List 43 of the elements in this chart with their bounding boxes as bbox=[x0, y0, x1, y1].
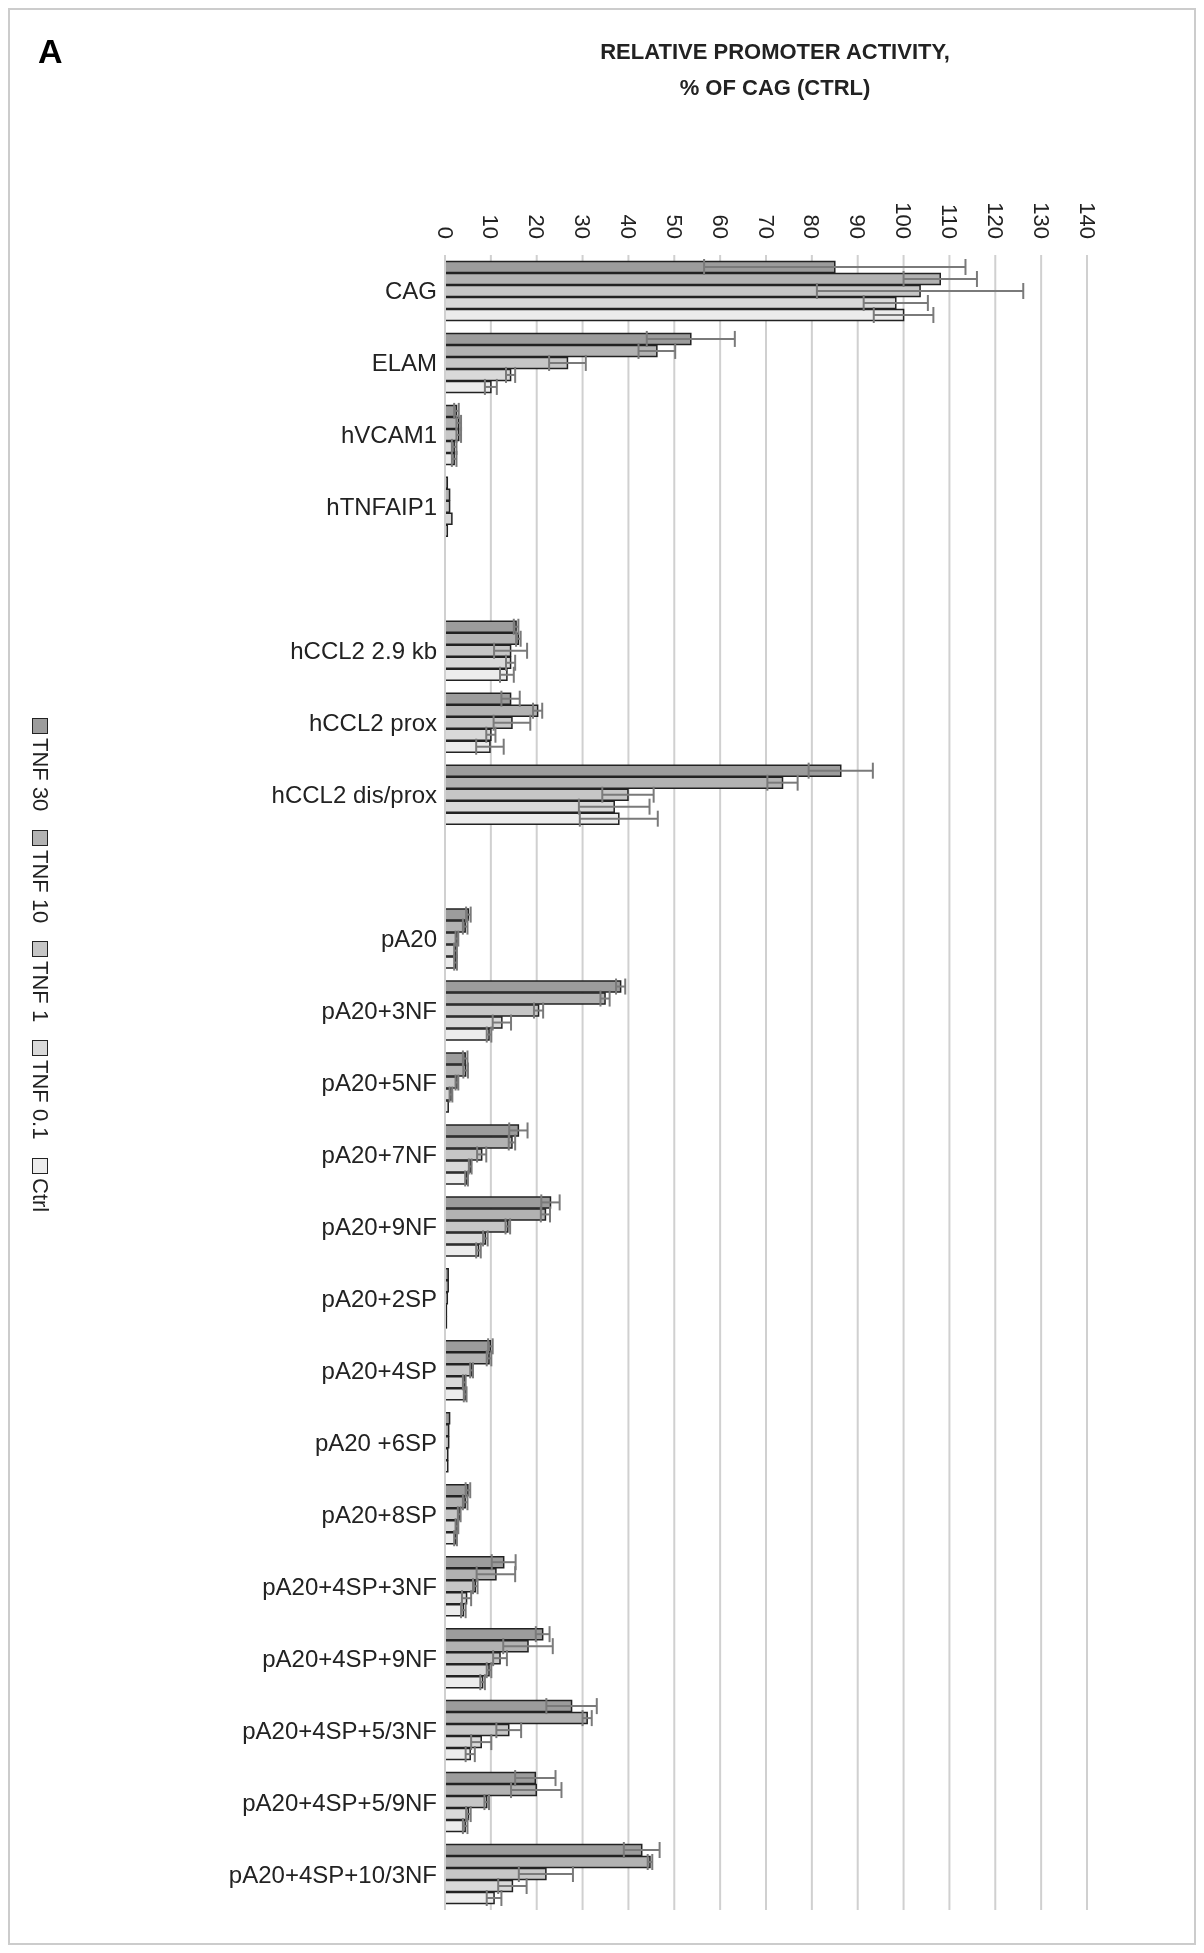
x-tick-label: 130 bbox=[1028, 202, 1054, 239]
y-tick-label: hCCL2 dis/prox bbox=[271, 781, 437, 809]
y-tick-label: pA20+4SP bbox=[321, 1356, 437, 1384]
y-tick-label: pA20+8SP bbox=[321, 1500, 437, 1528]
legend-label: TNF 10 bbox=[27, 849, 53, 923]
x-tick-label: 10 bbox=[478, 214, 504, 239]
x-tick-label: 70 bbox=[753, 214, 779, 239]
y-tick-label: pA20+9NF bbox=[321, 1212, 437, 1240]
legend-label: TNF 1 bbox=[27, 960, 53, 1023]
x-tick-label: 140 bbox=[1074, 202, 1100, 239]
legend-label: TNF 0.1 bbox=[27, 1060, 53, 1140]
x-tick-label: 20 bbox=[524, 214, 550, 239]
y-tick-label: hTNFAIP1 bbox=[326, 493, 437, 521]
y-tick-label: ELAM bbox=[371, 349, 437, 377]
x-tick-label: 80 bbox=[799, 214, 825, 239]
x-tick-label: 30 bbox=[570, 214, 596, 239]
x-tick-label: 40 bbox=[615, 214, 641, 239]
y-tick-label: hVCAM1 bbox=[340, 421, 437, 449]
y-tick-label: pA20+5NF bbox=[321, 1069, 437, 1097]
x-axis-title: RELATIVE PROMOTER ACTIVITY, % OF CAG (CTRL) bbox=[599, 38, 951, 102]
x-tick-label: 120 bbox=[982, 202, 1008, 239]
y-tick-label: pA20+2SP bbox=[321, 1284, 437, 1312]
y-tick-label: pA20+3NF bbox=[321, 997, 437, 1025]
legend-label: TNF 30 bbox=[27, 738, 53, 812]
y-tick-label: pA20+4SP+5/9NF bbox=[242, 1788, 437, 1816]
y-tick-label: pA20+4SP+10/3NF bbox=[228, 1860, 437, 1888]
y-tick-label: pA20+7NF bbox=[321, 1140, 437, 1168]
text: A bbox=[38, 32, 63, 71]
x-tick-label: 50 bbox=[661, 214, 687, 239]
y-tick-label: CAG bbox=[384, 277, 437, 305]
x-tick-label: 0 bbox=[432, 226, 458, 239]
y-tick-label: pA20 +6SP bbox=[314, 1428, 437, 1456]
x-tick-label: 110 bbox=[936, 203, 962, 239]
x-tick-label: 90 bbox=[845, 214, 871, 239]
y-tick-label: hCCL2 prox bbox=[308, 709, 437, 737]
y-tick-label: pA20+4SP+9NF bbox=[262, 1644, 437, 1672]
y-tick-label: pA20 bbox=[380, 925, 437, 953]
y-tick-label: hCCL2 2.9 kb bbox=[290, 637, 437, 665]
y-tick-label: pA20+4SP+5/3NF bbox=[242, 1716, 437, 1744]
y-tick-label: pA20+4SP+3NF bbox=[262, 1572, 437, 1600]
legend-label: Ctrl bbox=[27, 1177, 53, 1212]
x-tick-label: 100 bbox=[891, 202, 917, 239]
x-tick-label: 60 bbox=[707, 214, 733, 239]
